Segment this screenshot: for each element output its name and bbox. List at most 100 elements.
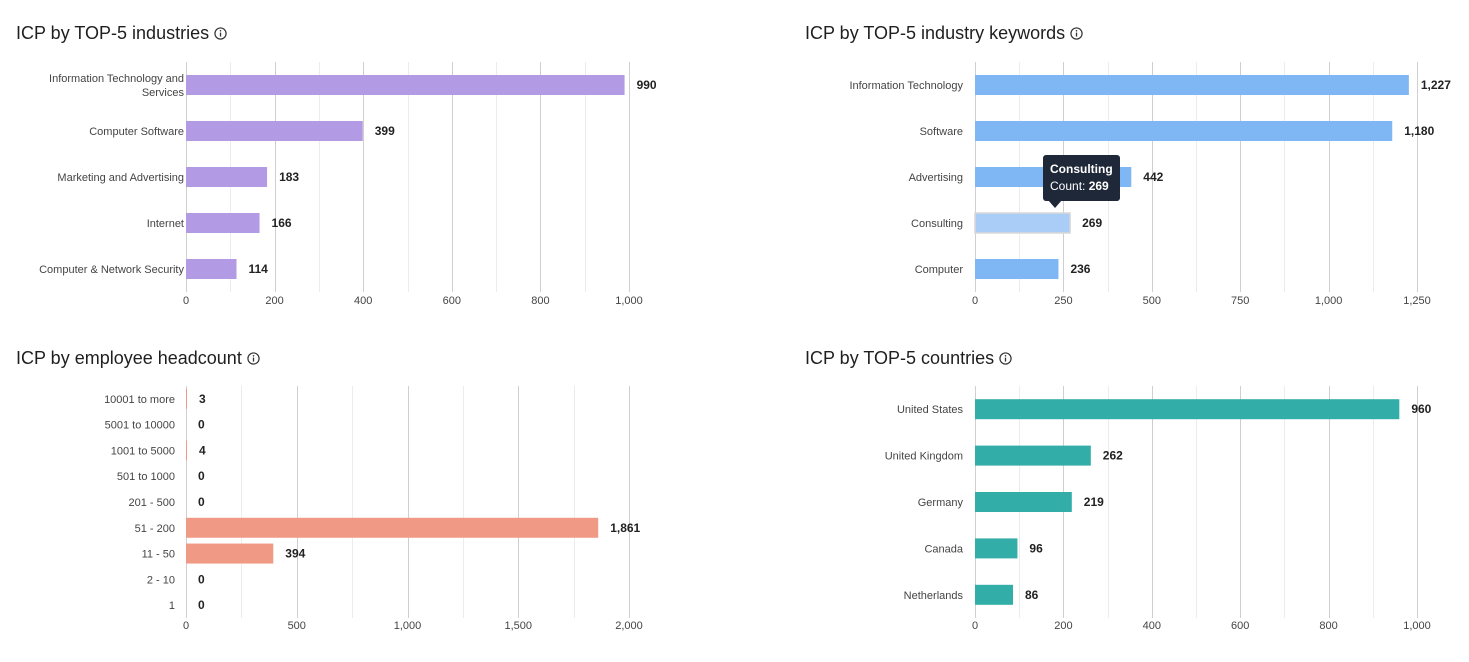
category-label-line: United Kingdom	[885, 451, 963, 463]
category-label: Germany	[918, 497, 964, 509]
chart-title-row: ICP by employee headcount	[16, 348, 260, 369]
bar[interactable]	[975, 492, 1072, 512]
category-label-line: Software	[920, 126, 963, 138]
category-label: United States	[897, 404, 964, 416]
value-label: 1,227	[1421, 78, 1451, 92]
value-label: 0	[198, 495, 205, 509]
x-tick-label: 1,250	[1403, 295, 1431, 307]
bar[interactable]	[975, 121, 1393, 141]
value-label: 269	[1082, 216, 1102, 230]
x-tick-label: 0	[183, 295, 189, 307]
value-label: 0	[198, 469, 205, 483]
gridlines	[975, 386, 1418, 618]
x-tick-label: 750	[1231, 295, 1249, 307]
category-label: Marketing and Advertising	[57, 172, 184, 184]
chart-title-row: ICP by TOP-5 countries	[805, 348, 1012, 369]
bar[interactable]	[975, 584, 1014, 605]
bar[interactable]	[186, 543, 274, 564]
category-label-line: Internet	[147, 218, 184, 230]
category-label-line: Computer Software	[89, 126, 184, 138]
chart-tooltip: Consulting Count: 269	[1043, 155, 1120, 201]
tooltip-count-value: 269	[1088, 179, 1109, 193]
category-label: Software	[920, 126, 963, 138]
x-tick-label: 400	[354, 295, 372, 307]
category-label-line: Advertising	[909, 172, 963, 184]
x-tick-label: 200	[1054, 620, 1072, 632]
category-label: 201 - 500	[129, 497, 175, 509]
value-label: 236	[1070, 262, 1090, 276]
bar[interactable]	[186, 440, 187, 461]
value-label: 442	[1143, 170, 1163, 184]
value-label: 394	[285, 547, 305, 561]
info-icon[interactable]	[999, 352, 1012, 365]
category-label: Internet	[147, 218, 184, 230]
info-icon[interactable]	[1070, 27, 1083, 40]
x-tick-label: 200	[265, 295, 283, 307]
bar[interactable]	[186, 517, 599, 538]
bar[interactable]	[186, 388, 187, 409]
category-label-line: Germany	[918, 497, 964, 509]
category-label-line: Netherlands	[904, 590, 964, 602]
bar[interactable]	[186, 167, 268, 187]
x-tick-label: 2,000	[615, 620, 643, 632]
category-label: 10001 to more	[104, 394, 175, 406]
category-label-line: Information Technology	[849, 80, 963, 92]
bar[interactable]	[975, 259, 1059, 279]
bar[interactable]	[186, 75, 625, 95]
info-icon[interactable]	[214, 27, 227, 40]
bar[interactable]	[975, 399, 1400, 420]
category-label-line: United States	[897, 404, 964, 416]
category-label-line: Information Technology and	[49, 73, 184, 85]
bar[interactable]	[186, 121, 363, 141]
category-label-line: Consulting	[911, 218, 963, 230]
category-label-line: Canada	[924, 543, 963, 555]
value-label: 0	[198, 598, 205, 612]
value-label: 219	[1084, 495, 1104, 509]
value-label: 96	[1029, 541, 1043, 555]
category-label-line: 1	[169, 600, 175, 612]
category-label: 1	[169, 600, 175, 612]
x-tick-label: 800	[531, 295, 549, 307]
category-label-line: 5001 to 10000	[105, 420, 175, 432]
value-label: 166	[272, 216, 292, 230]
value-label: 0	[198, 418, 205, 432]
category-label: Advertising	[909, 172, 963, 184]
category-label-line: 51 - 200	[135, 523, 175, 535]
chart-title: ICP by TOP-5 industry keywords	[805, 23, 1066, 43]
chart-title: ICP by TOP-5 industries	[16, 23, 210, 43]
x-tick-label: 0	[972, 620, 978, 632]
bar[interactable]	[186, 259, 237, 279]
category-label: United Kingdom	[885, 451, 963, 463]
category-label: 1001 to 5000	[111, 445, 175, 457]
category-label: Computer	[915, 264, 964, 276]
info-icon[interactable]	[247, 352, 260, 365]
bar[interactable]	[975, 445, 1091, 466]
x-tick-label: 0	[972, 295, 978, 307]
category-label: Information Technology and Services	[49, 73, 184, 99]
value-label: 86	[1025, 588, 1039, 602]
value-label: 3	[199, 392, 206, 406]
x-tick-label: 800	[1319, 620, 1337, 632]
x-tick-label: 1,000	[1315, 295, 1343, 307]
category-label-line: 11 - 50	[142, 549, 175, 561]
category-label-line: 201 - 500	[129, 497, 175, 509]
category-label-line: Computer	[915, 264, 964, 276]
chart-title-row: ICP by TOP-5 industries	[16, 23, 227, 44]
gridlines	[186, 386, 630, 618]
category-label: Netherlands	[904, 590, 964, 602]
bar[interactable]	[975, 538, 1018, 559]
category-label: 5001 to 10000	[105, 420, 175, 432]
x-tick-label: 600	[443, 295, 461, 307]
bar[interactable]	[975, 75, 1409, 95]
category-label-line: Marketing and Advertising	[57, 172, 184, 184]
bar[interactable]	[974, 212, 1071, 234]
value-label: 262	[1103, 449, 1123, 463]
x-tick-label: 250	[1054, 295, 1072, 307]
x-tick-label: 400	[1143, 620, 1161, 632]
category-label: Canada	[924, 543, 963, 555]
bar[interactable]	[186, 213, 260, 233]
chart-panel-industry-keywords: ICP by TOP-5 industry keywords 0 250 500 75…	[805, 23, 1451, 307]
tooltip-pointer	[1048, 200, 1062, 208]
category-label: 501 to 1000	[117, 471, 175, 483]
value-label: 1,861	[610, 521, 640, 535]
